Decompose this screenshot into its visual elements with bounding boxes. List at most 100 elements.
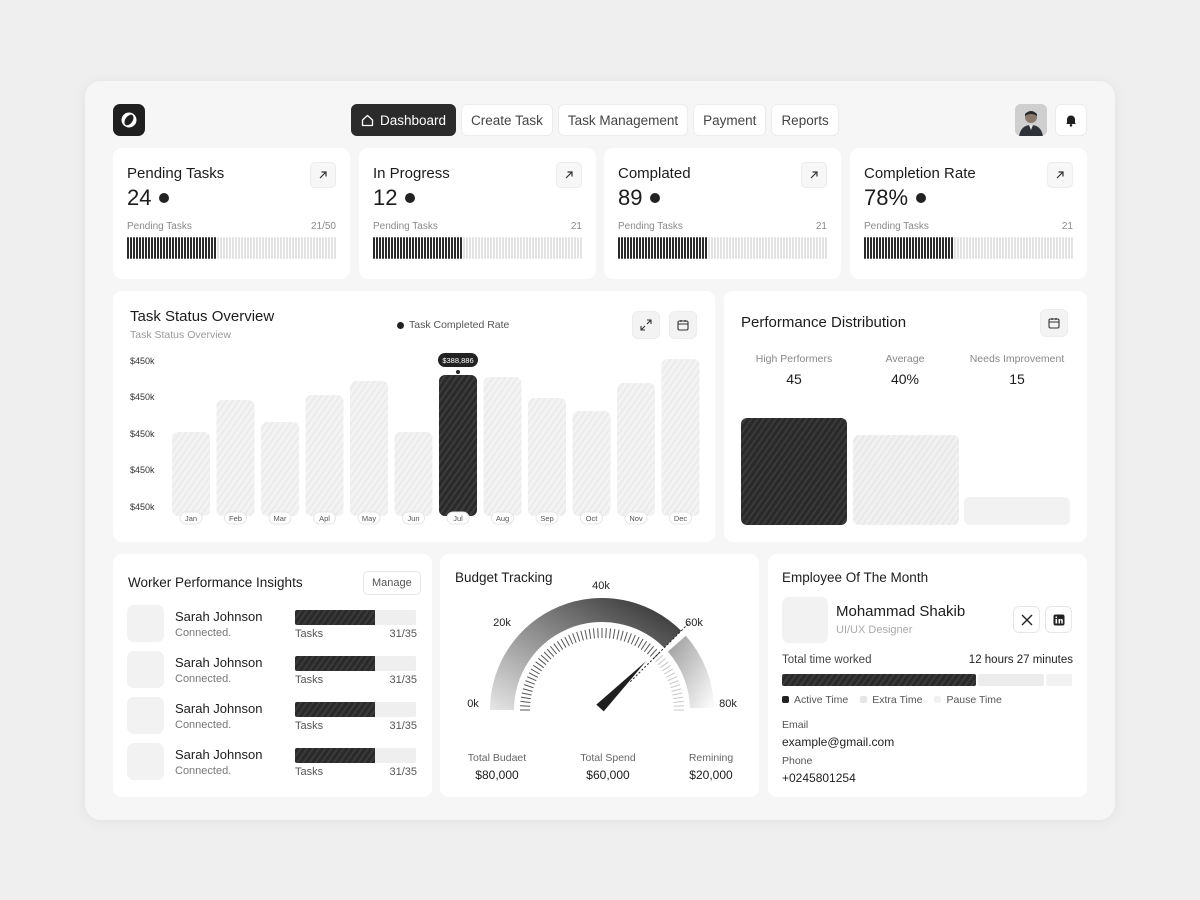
- worker-name: Sarah Johnson: [175, 655, 263, 670]
- workers-title: Worker Performance Insights: [128, 575, 303, 590]
- chart-bar[interactable]: [261, 422, 299, 516]
- progress-tick: [280, 237, 282, 259]
- progress-tick: [535, 237, 537, 259]
- chart-bar[interactable]: [661, 359, 700, 516]
- progress-tick: [990, 237, 992, 259]
- progress-tick: [178, 237, 180, 259]
- gauge-tick: [637, 638, 644, 648]
- expand-button[interactable]: [632, 311, 660, 339]
- gauge-tick: [568, 634, 574, 645]
- x-tick-label: Aug: [496, 514, 509, 523]
- nav-payment[interactable]: Payment: [693, 104, 767, 136]
- legend-extra-label: Extra Time: [872, 694, 923, 706]
- app-logo[interactable]: [113, 104, 145, 136]
- performance-calendar-button[interactable]: [1040, 309, 1068, 337]
- performance-block[interactable]: [964, 497, 1070, 525]
- gauge-tick: [592, 628, 595, 639]
- open-button[interactable]: [556, 162, 582, 188]
- performance-block[interactable]: [741, 418, 847, 525]
- worker-row[interactable]: Sarah Johnson Connected. Tasks 31/35: [127, 651, 417, 689]
- progress-ticks: [373, 237, 582, 259]
- trend-dot-icon: [405, 193, 416, 203]
- worker-row[interactable]: Sarah Johnson Connected. Tasks 31/35: [127, 697, 417, 735]
- trend-dot-icon: [916, 193, 927, 203]
- chart-bar[interactable]: [617, 383, 655, 516]
- progress-tick: [550, 237, 552, 259]
- progress-tick: [262, 237, 264, 259]
- progress-tick: [960, 237, 962, 259]
- progress-tick: [993, 237, 995, 259]
- gauge-tick: [662, 664, 672, 672]
- chart-bar[interactable]: [172, 432, 210, 516]
- progress-tick: [271, 237, 273, 259]
- chart-bar[interactable]: [483, 377, 522, 516]
- progress-tick: [565, 237, 567, 259]
- progress-tick: [403, 237, 405, 259]
- gauge-tick: [605, 628, 607, 639]
- chart-bar[interactable]: [528, 398, 566, 516]
- gauge-tick: [564, 636, 570, 647]
- expand-icon: [640, 319, 652, 331]
- progress-tick: [148, 237, 150, 259]
- worker-row[interactable]: Sarah Johnson Connected. Tasks 31/35: [127, 605, 417, 643]
- open-button[interactable]: [310, 162, 336, 188]
- open-button[interactable]: [801, 162, 827, 188]
- chart-bar[interactable]: [394, 432, 433, 516]
- notifications-button[interactable]: [1055, 104, 1087, 136]
- progress-tick: [639, 237, 641, 259]
- progress-tick: [891, 237, 893, 259]
- gauge-tick: [521, 692, 532, 696]
- worker-row[interactable]: Sarah Johnson Connected. Tasks 31/35: [127, 743, 417, 781]
- progress-tick: [1014, 237, 1016, 259]
- progress-tick: [328, 237, 330, 259]
- gauge-tick: [597, 628, 599, 639]
- x-logo-icon: [1021, 614, 1032, 625]
- nav-task-management[interactable]: Task Management: [557, 104, 689, 136]
- progress-tick: [678, 237, 680, 259]
- x-tick-label: Oct: [586, 514, 599, 523]
- progress-tick: [232, 237, 234, 259]
- open-button[interactable]: [1047, 162, 1073, 188]
- performance-block[interactable]: [852, 435, 959, 525]
- gauge-tick: [523, 684, 534, 689]
- progress-tick: [954, 237, 956, 259]
- progress-tick: [211, 237, 213, 259]
- chart-bar[interactable]: [216, 400, 255, 516]
- gauge-tick: [530, 668, 540, 675]
- progress-tick: [163, 237, 165, 259]
- x-social-button[interactable]: [1013, 606, 1040, 633]
- chart-bar[interactable]: [305, 395, 344, 516]
- stat-value-text: 78%: [864, 185, 909, 210]
- progress-tick: [897, 237, 899, 259]
- progress-tick: [1056, 237, 1058, 259]
- stat-value: 78%: [864, 185, 927, 211]
- phone-value[interactable]: +0245801254: [782, 771, 856, 785]
- manage-button[interactable]: Manage: [363, 571, 421, 595]
- gauge-tick: [664, 668, 674, 675]
- email-value[interactable]: example@gmail.com: [782, 735, 895, 749]
- progress-tick: [747, 237, 749, 259]
- progress-tick: [753, 237, 755, 259]
- chart-bar[interactable]: [350, 381, 388, 516]
- nav-create-task[interactable]: Create Task: [461, 104, 553, 136]
- nav-reports[interactable]: Reports: [771, 104, 839, 136]
- email-label: Email: [782, 719, 809, 731]
- user-avatar[interactable]: [1015, 104, 1047, 136]
- worker-count: 31/35: [389, 766, 417, 778]
- linkedin-button[interactable]: [1045, 606, 1072, 633]
- calendar-button[interactable]: [669, 311, 697, 339]
- progress-tick: [427, 237, 429, 259]
- progress-tick: [918, 237, 920, 259]
- progress-tick: [1020, 237, 1022, 259]
- chart-bar[interactable]: [439, 375, 477, 516]
- progress-tick: [774, 237, 776, 259]
- progress-tick: [244, 237, 246, 259]
- x-tick-pill: [669, 511, 692, 525]
- stat-value-text: 89: [618, 185, 643, 210]
- nav-dashboard[interactable]: Dashboard: [351, 104, 457, 136]
- progress-tick: [693, 237, 695, 259]
- chart-bar[interactable]: [572, 411, 611, 516]
- progress-ticks: [864, 237, 1073, 259]
- progress-tick: [247, 237, 249, 259]
- progress-tick: [972, 237, 974, 259]
